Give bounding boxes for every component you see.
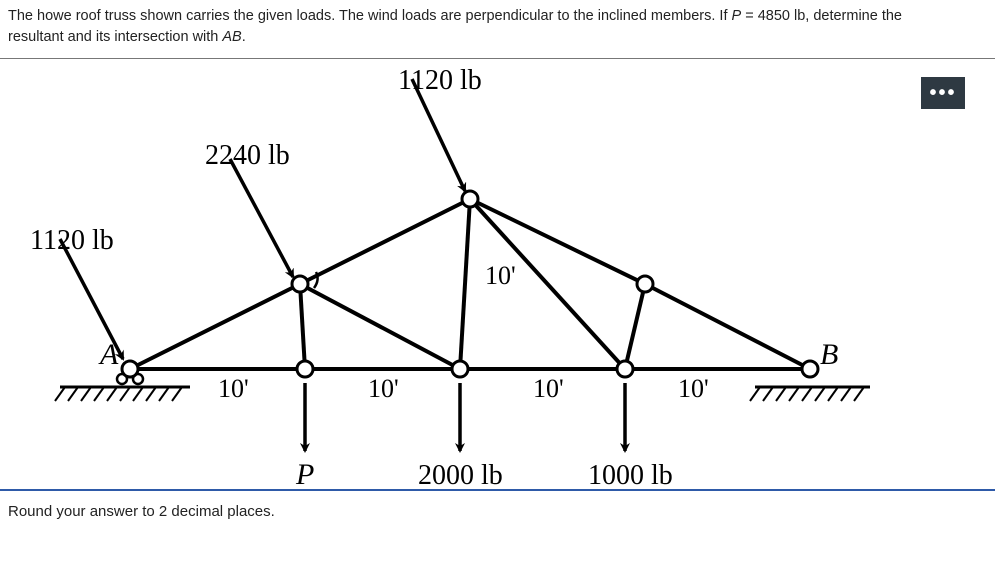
svg-text:P: P — [295, 458, 314, 489]
problem-statement: The howe roof truss shown carries the gi… — [0, 0, 995, 56]
figure-area: ••• 1120 lb 2240 lb 1120 lb P 2000 lb 1000 lb… — [0, 59, 995, 489]
var-AB: AB — [222, 29, 241, 45]
svg-text:B: B — [820, 338, 838, 371]
problem-line2a: resultant and its intersection with — [8, 29, 222, 45]
svg-text:2240 lb: 2240 lb — [205, 140, 290, 171]
svg-text:2000 lb: 2000 lb — [418, 460, 503, 489]
svg-text:10': 10' — [533, 374, 564, 403]
more-icon: ••• — [929, 82, 956, 105]
svg-text:1120 lb: 1120 lb — [30, 225, 114, 256]
svg-text:10': 10' — [485, 261, 516, 290]
svg-text:1120 lb: 1120 lb — [398, 65, 482, 96]
svg-text:1000 lb: 1000 lb — [588, 460, 673, 489]
more-options-button[interactable]: ••• — [921, 77, 965, 109]
instruction-text: Round your answer to 2 decimal places. — [0, 491, 995, 532]
svg-text:10': 10' — [218, 374, 249, 403]
svg-text:A: A — [98, 338, 119, 371]
truss-diagram: 1120 lb 2240 lb 1120 lb P 2000 lb 1000 lb 10' 1… — [0, 59, 995, 489]
var-P: P — [732, 8, 742, 24]
svg-text:10': 10' — [368, 374, 399, 403]
problem-line1b: = 4850 lb, determine the — [741, 8, 902, 24]
problem-line2b: . — [242, 29, 246, 45]
svg-text:10': 10' — [678, 374, 709, 403]
problem-line1a: The howe roof truss shown carries the gi… — [8, 8, 732, 24]
